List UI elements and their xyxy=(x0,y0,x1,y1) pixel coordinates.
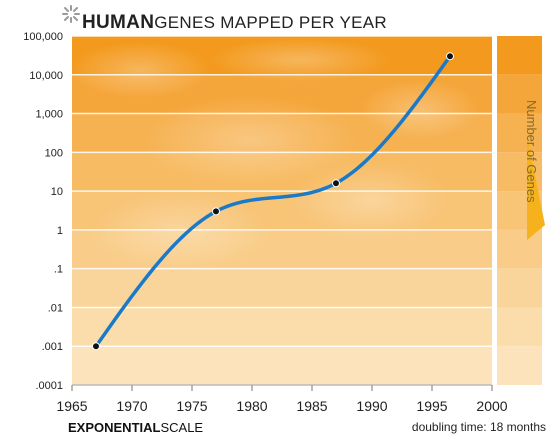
data-point xyxy=(92,342,100,351)
background-band xyxy=(72,268,492,308)
background-band xyxy=(72,307,492,347)
x-tick-label: 1995 xyxy=(416,398,447,414)
title-bold: HUMAN xyxy=(82,12,155,33)
legend-title: Number of Genes xyxy=(524,100,539,203)
scale-label-rest: SCALE xyxy=(160,420,204,435)
x-tick-label: 1980 xyxy=(236,398,267,414)
y-tick-label: .001 xyxy=(42,341,63,353)
y-tick-label: 10 xyxy=(51,186,63,198)
legend-band xyxy=(497,307,542,347)
x-tick-label: 2000 xyxy=(476,398,507,414)
y-tick-label: 100,000 xyxy=(23,31,63,43)
x-tick-label: 1975 xyxy=(176,398,207,414)
y-tick-label: .0001 xyxy=(35,380,63,392)
legend-band xyxy=(497,346,542,385)
y-tick-label: 100 xyxy=(45,147,63,159)
x-tick-label: 1965 xyxy=(56,398,87,414)
series-line-genes xyxy=(94,54,452,348)
title-rest: GENES MAPPED PER YEAR xyxy=(154,13,387,32)
legend-band xyxy=(497,36,542,75)
x-tick-label: 1985 xyxy=(296,398,327,414)
y-tick-label: .1 xyxy=(54,264,63,276)
chart-title: HUMANGENES MAPPED PER YEAR xyxy=(82,12,387,34)
legend-band xyxy=(497,113,542,153)
legend-bar xyxy=(497,36,542,385)
y-tick-label: .01 xyxy=(48,302,63,314)
x-tick-label: 1970 xyxy=(116,398,147,414)
asterisk-icon xyxy=(62,5,80,23)
background-band xyxy=(72,346,492,385)
y-tick-label: 1 xyxy=(57,225,63,237)
y-tick-label: 10,000 xyxy=(29,70,63,82)
y-tick-label: 1,000 xyxy=(35,109,63,121)
legend-band xyxy=(497,229,542,269)
legend-band xyxy=(497,74,542,114)
data-point xyxy=(446,52,454,61)
legend-band xyxy=(497,268,542,308)
scale-label-bold: EXPONENTIAL xyxy=(68,420,161,435)
doubling-time-note: doubling time: 18 months xyxy=(411,420,546,434)
data-point xyxy=(332,179,340,188)
scale-label: EXPONENTIALSCALE xyxy=(68,420,203,435)
data-point xyxy=(212,207,220,216)
legend-tab xyxy=(527,135,545,240)
x-tick-label: 1990 xyxy=(356,398,387,414)
